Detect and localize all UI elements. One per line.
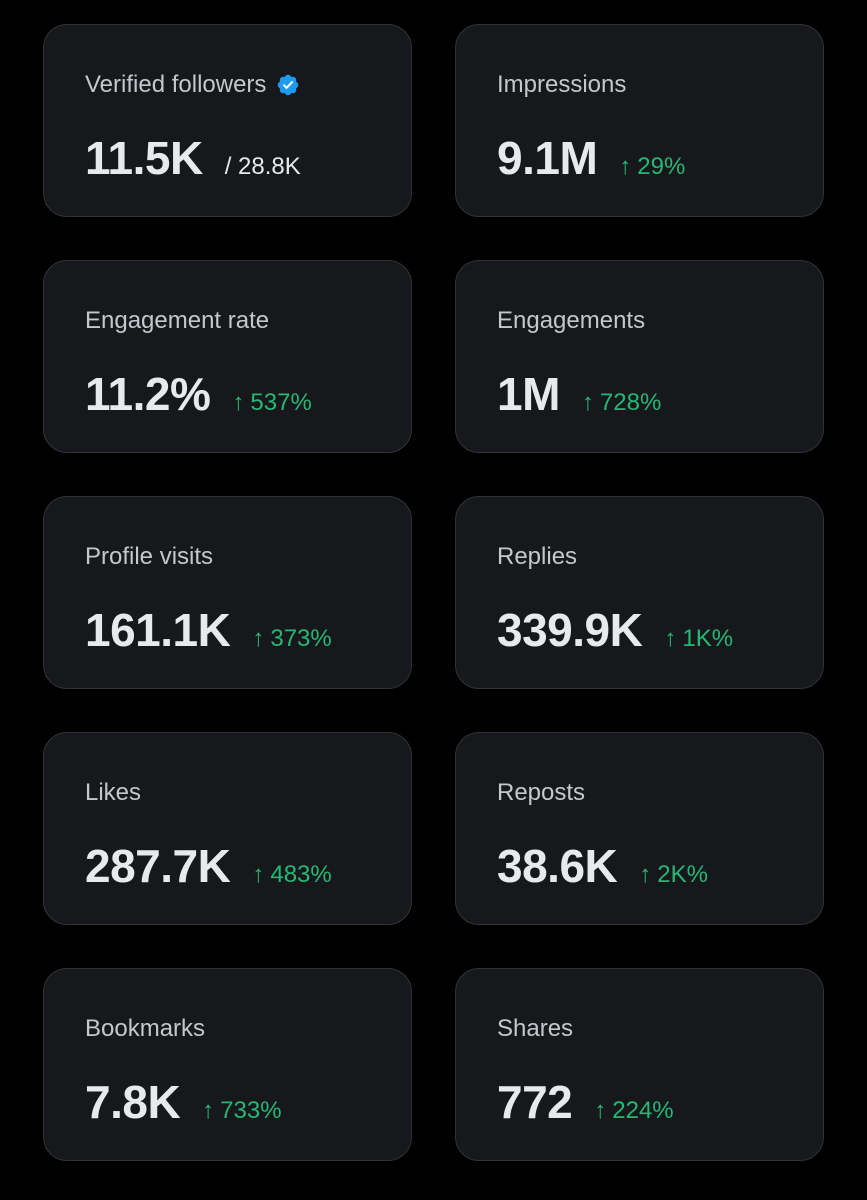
stat-change: ↑ 733% [202, 1097, 281, 1125]
stat-value: 339.9K [497, 604, 643, 656]
stat-label: Engagement rate [85, 307, 270, 334]
stat-value: 1M [497, 368, 560, 420]
stat-value: 11.2% [85, 368, 211, 420]
stat-change-value: 537% [250, 389, 312, 416]
stat-label: Shares [497, 1015, 574, 1042]
stat-label: Likes [85, 779, 142, 806]
stat-label: Bookmarks [85, 1015, 206, 1042]
verified-badge-icon [278, 74, 299, 96]
stat-label: Impressions [497, 71, 627, 98]
stat-change-value: 29% [637, 153, 686, 180]
stat-card-impressions[interactable]: Impressions 9.1M ↑ 29% [455, 24, 824, 217]
stat-card-reposts[interactable]: Reposts 38.6K ↑ 2K% [455, 732, 824, 925]
arrow-up-icon: ↑ [232, 389, 245, 416]
stat-value-row: 11.5K / 28.8K [85, 135, 301, 181]
stat-card-likes[interactable]: Likes 287.7K ↑ 483% [43, 732, 412, 925]
stat-label: Replies [497, 543, 578, 570]
stat-change: ↑ 1K% [664, 625, 733, 653]
stat-value-row: 7.8K ↑ 733% [85, 1079, 282, 1125]
stat-value-row: 11.2% ↑ 537% [85, 371, 312, 417]
stat-label-wrapper: Verified followers [85, 71, 300, 99]
stat-value-row: 9.1M ↑ 29% [497, 135, 685, 181]
stat-change: ↑ 224% [594, 1097, 673, 1125]
stats-grid: Verified followers 11.5K / 28.8K Impress… [43, 24, 824, 1161]
stat-change: ↑ 2K% [639, 861, 708, 889]
stat-change-value: 483% [270, 861, 332, 888]
stat-value: 7.8K [85, 1076, 181, 1128]
stat-card-engagements[interactable]: Engagements 1M ↑ 728% [455, 260, 824, 453]
arrow-up-icon: ↑ [581, 389, 594, 416]
stat-change-value: 733% [220, 1097, 282, 1124]
stat-value-row: 287.7K ↑ 483% [85, 843, 332, 889]
stat-value-row: 772 ↑ 224% [497, 1079, 674, 1125]
stat-change: ↑ 373% [252, 625, 331, 653]
stat-change: ↑ 537% [232, 389, 311, 417]
stat-label: Engagements [497, 307, 646, 334]
stat-value-row: 161.1K ↑ 373% [85, 607, 332, 653]
stat-value-row: 339.9K ↑ 1K% [497, 607, 733, 653]
stat-card-bookmarks[interactable]: Bookmarks 7.8K ↑ 733% [43, 968, 412, 1161]
stat-card-engagement-rate[interactable]: Engagement rate 11.2% ↑ 537% [43, 260, 412, 453]
stat-card-profile-visits[interactable]: Profile visits 161.1K ↑ 373% [43, 496, 412, 689]
stat-label: Profile visits [85, 543, 214, 570]
stat-card-replies[interactable]: Replies 339.9K ↑ 1K% [455, 496, 824, 689]
stat-value: 11.5K [85, 132, 203, 184]
stat-change-value: 373% [270, 625, 332, 652]
stat-change: ↑ 483% [252, 861, 331, 889]
stat-change-value: 2K% [657, 861, 708, 888]
stat-change: ↑ 29% [619, 153, 685, 181]
stat-change: ↑ 728% [582, 389, 661, 417]
stat-value-row: 1M ↑ 728% [497, 371, 661, 417]
arrow-up-icon: ↑ [594, 1097, 607, 1124]
stat-value-row: 38.6K ↑ 2K% [497, 843, 708, 889]
stat-label: Reposts [497, 779, 586, 806]
stat-change-value: 728% [599, 389, 662, 416]
stat-total: / 28.8K [224, 153, 301, 180]
stat-change-value: 224% [612, 1097, 674, 1124]
arrow-up-icon: ↑ [202, 1097, 215, 1124]
arrow-up-icon: ↑ [252, 625, 265, 652]
stat-value: 9.1M [497, 132, 598, 184]
arrow-up-icon: ↑ [252, 861, 265, 888]
arrow-up-icon: ↑ [619, 153, 632, 180]
arrow-up-icon: ↑ [664, 625, 677, 652]
stat-card-shares[interactable]: Shares 772 ↑ 224% [455, 968, 824, 1161]
arrow-up-icon: ↑ [639, 861, 652, 888]
stat-value: 287.7K [85, 840, 231, 892]
stat-change-value: 1K% [682, 625, 734, 652]
stat-value: 161.1K [85, 604, 231, 656]
stat-value: 772 [497, 1076, 573, 1128]
stat-card-verified-followers[interactable]: Verified followers 11.5K / 28.8K [43, 24, 412, 217]
stat-label: Verified followers [85, 71, 267, 98]
stat-value: 38.6K [497, 840, 618, 892]
